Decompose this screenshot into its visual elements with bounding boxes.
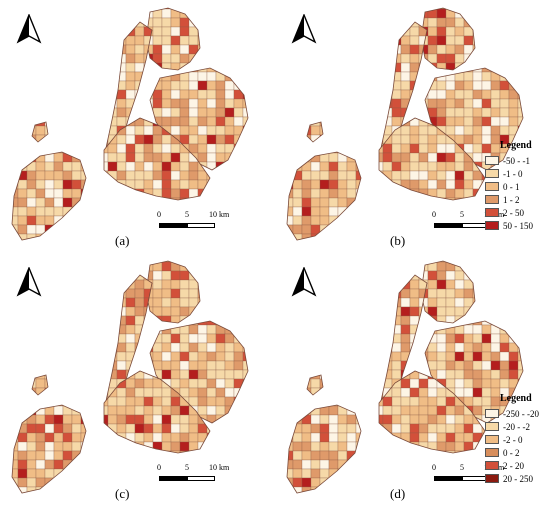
- legend-item: -20 - -2: [485, 420, 550, 433]
- map-panel-a: 0 5 10 km (a): [0, 0, 275, 252]
- legend-item: 1 - 2: [485, 193, 550, 206]
- legend-swatch: [485, 195, 499, 204]
- legend-item-label: -2 - 0: [503, 435, 523, 445]
- borough-outline: [306, 121, 324, 143]
- legend-swatch: [485, 208, 499, 217]
- north-arrow-icon: [291, 267, 317, 297]
- legend-item: -2 - 0: [485, 433, 550, 446]
- map-canvas: [11, 7, 249, 241]
- north-arrow-icon: [291, 14, 317, 44]
- legend-item: 2 - 50: [485, 206, 550, 219]
- scale-bar-segment: [187, 476, 215, 481]
- legend-item-label: 2 - 50: [503, 208, 524, 218]
- legend-item-label: 0 - 2: [503, 448, 520, 458]
- map-canvas: [286, 260, 524, 494]
- panel-label: (c): [115, 486, 129, 502]
- panel-label: (b): [390, 233, 405, 249]
- scale-tick-label: 0: [157, 463, 161, 472]
- legend-item: 50 - 150: [485, 219, 550, 232]
- borough-outline: [145, 7, 201, 71]
- legend-item-label: -1 - 0: [503, 169, 523, 179]
- legend-swatch: [485, 422, 499, 431]
- scale-tick-label: 10 km: [209, 463, 229, 472]
- legend-item: 0 - 1: [485, 180, 550, 193]
- legend-item-label: 50 - 150: [503, 221, 533, 231]
- legend-swatch: [485, 409, 499, 418]
- scale-tick-label: 5: [185, 463, 189, 472]
- borough-outline: [420, 7, 476, 71]
- borough-outline: [145, 260, 201, 324]
- borough-outline: [420, 260, 476, 324]
- scale-bar: 0 5 10 km: [155, 463, 255, 485]
- map-panel-c: 0 5 10 km (c): [0, 253, 275, 505]
- legend-item: -1 - 0: [485, 167, 550, 180]
- borough-outline: [306, 374, 324, 396]
- borough-outline: [11, 151, 87, 241]
- legend-item: -250 - -20: [485, 407, 550, 420]
- legend-swatch: [485, 448, 499, 457]
- north-arrow-icon: [16, 14, 42, 44]
- legend-swatch: [485, 461, 499, 470]
- scale-tick-label: 5: [460, 210, 464, 219]
- panel-label: (d): [390, 486, 405, 502]
- legend-item: 20 - 250: [485, 472, 550, 485]
- scale-bar-segment: [434, 476, 462, 481]
- legend-item: 0 - 2: [485, 446, 550, 459]
- legend-item: 2 - 20: [485, 459, 550, 472]
- borough-outline: [286, 404, 362, 494]
- borough-outline: [103, 370, 211, 454]
- legend-item-label: -250 - -20: [503, 409, 539, 419]
- legend: Legend -50 - -1 -1 - 0 0 - 1 1 - 2 2 - 50 50 -…: [485, 140, 550, 232]
- legend: Legend -250 - -20 -20 - -2 -2 - 0 0 - 2 2 - 2…: [485, 393, 550, 485]
- scale-tick-label: 0: [157, 210, 161, 219]
- scale-bar-segment: [434, 223, 462, 228]
- scale-bar: 0 5 10 km: [155, 210, 255, 232]
- scale-tick-label: 0: [432, 210, 436, 219]
- legend-swatch: [485, 156, 499, 165]
- legend-swatch: [485, 182, 499, 191]
- borough-outline: [378, 117, 486, 201]
- scale-tick-label: 10 km: [209, 210, 229, 219]
- borough-outline: [11, 404, 87, 494]
- legend-item-label: 2 - 20: [503, 461, 524, 471]
- legend-item-label: 0 - 1: [503, 182, 520, 192]
- scale-bar-segment: [159, 476, 187, 481]
- legend-item-label: 20 - 250: [503, 474, 533, 484]
- north-arrow-icon: [16, 267, 42, 297]
- legend-item-label: -50 - -1: [503, 156, 530, 166]
- legend-item-label: -20 - -2: [503, 422, 530, 432]
- legend-swatch: [485, 474, 499, 483]
- map-canvas: [11, 260, 249, 494]
- scale-tick-label: 5: [460, 463, 464, 472]
- legend-title: Legend: [485, 393, 550, 404]
- legend-swatch: [485, 435, 499, 444]
- legend-swatch: [485, 169, 499, 178]
- map-canvas: [286, 7, 524, 241]
- scale-bar-segment: [159, 223, 187, 228]
- legend-title: Legend: [485, 140, 550, 151]
- scale-tick-label: 0: [432, 463, 436, 472]
- borough-outline: [31, 374, 49, 396]
- borough-outline: [103, 117, 211, 201]
- scale-bar-segment: [187, 223, 215, 228]
- borough-outline: [378, 370, 486, 454]
- scale-tick-label: 5: [185, 210, 189, 219]
- panel-label: (a): [115, 233, 129, 249]
- legend-item: -50 - -1: [485, 154, 550, 167]
- borough-outline: [286, 151, 362, 241]
- legend-item-label: 1 - 2: [503, 195, 520, 205]
- legend-swatch: [485, 221, 499, 230]
- borough-outline: [31, 121, 49, 143]
